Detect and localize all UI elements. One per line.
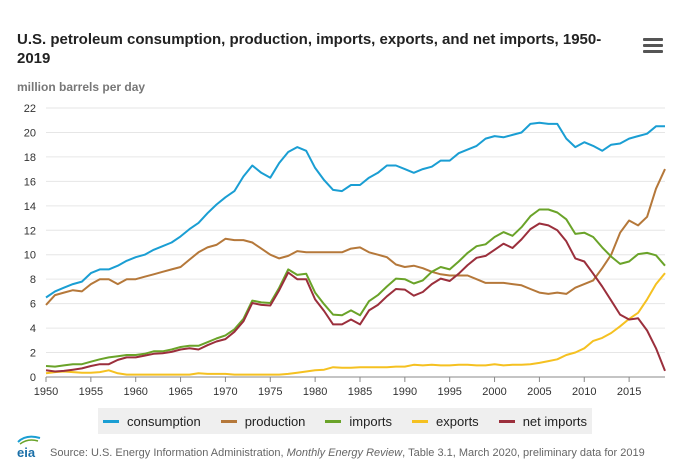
y-tick-label-2: 2 — [30, 348, 36, 360]
y-tick-label-6: 6 — [30, 299, 36, 311]
x-tick-label-1985: 1985 — [348, 386, 372, 398]
legend-item-net-imports[interactable]: net imports — [498, 413, 587, 429]
source-prefix: Source: U.S. Energy Information Administ… — [50, 447, 287, 459]
legend-label-imports: imports — [349, 413, 393, 429]
legend-label-consumption: consumption — [126, 413, 201, 429]
x-tick-label-1970: 1970 — [213, 386, 237, 398]
legend: consumption production imports exports n… — [98, 408, 592, 434]
y-tick-label-22: 22 — [24, 103, 36, 115]
legend-item-consumption[interactable]: consumption — [102, 413, 201, 429]
y-tick-label-18: 18 — [24, 152, 36, 164]
chart-title: U.S. petroleum consumption, production, … — [17, 31, 602, 67]
x-tick-label-1955: 1955 — [79, 386, 103, 398]
legend-item-production[interactable]: production — [220, 413, 306, 429]
y-tick-label-4: 4 — [30, 323, 36, 335]
x-axis-ticks: 1950 1955 1960 1965 1970 1975 1980 1985 1990 1995… — [34, 377, 641, 398]
source-suffix: , Table 3.1, March 2020, preliminary dat… — [402, 447, 645, 459]
y-tick-label-10: 10 — [24, 250, 36, 262]
y-tick-label-16: 16 — [24, 176, 36, 188]
y-axis-ticks: 0 2 4 6 8 10 12 14 16 18 20 22 — [24, 103, 36, 384]
legend-swatch-net-imports — [498, 419, 515, 423]
x-tick-label-2010: 2010 — [572, 386, 596, 398]
eia-logo-text: eia — [17, 445, 36, 460]
legend-swatch-production — [220, 419, 237, 423]
x-tick-label-1950: 1950 — [34, 386, 58, 398]
x-tick-label-2005: 2005 — [527, 386, 551, 398]
source-publication-title: Monthly Energy Review — [286, 447, 403, 459]
y-tick-label-14: 14 — [24, 201, 36, 213]
legend-swatch-imports — [325, 419, 342, 423]
x-tick-label-1960: 1960 — [123, 386, 147, 398]
y-tick-label-12: 12 — [24, 225, 36, 237]
grid-lines — [46, 107, 665, 378]
legend-label-net-imports: net imports — [522, 413, 587, 429]
hamburger-menu-icon[interactable] — [643, 38, 663, 54]
legend-label-production: production — [244, 413, 306, 429]
x-tick-label-1990: 1990 — [393, 386, 417, 398]
y-tick-label-20: 20 — [24, 127, 36, 139]
x-tick-label-2000: 2000 — [482, 386, 506, 398]
x-tick-label-1995: 1995 — [437, 386, 461, 398]
series-line-exports — [45, 272, 666, 376]
x-tick-label-1965: 1965 — [168, 386, 192, 398]
series-line-net-imports — [45, 222, 666, 373]
y-tick-label-0: 0 — [30, 372, 36, 384]
legend-item-exports[interactable]: exports — [412, 414, 479, 429]
legend-item-imports[interactable]: imports — [325, 414, 392, 429]
x-tick-label-2015: 2015 — [617, 386, 641, 398]
series-line-consumption — [45, 121, 665, 299]
legend-label-exports: exports — [436, 413, 479, 429]
series-line-production — [45, 168, 666, 306]
legend-swatch-consumption — [102, 419, 119, 423]
series-line-imports — [45, 208, 666, 368]
y-axis-unit-label: million barrels per day — [17, 80, 146, 94]
series-lines — [45, 121, 666, 376]
legend-swatch-exports — [412, 419, 429, 423]
source-note: Source: U.S. Energy Information Administ… — [50, 447, 645, 459]
x-tick-label-1980: 1980 — [303, 386, 327, 398]
y-tick-label-8: 8 — [30, 274, 36, 286]
x-tick-label-1975: 1975 — [258, 386, 282, 398]
eia-logo-icon: eia — [17, 435, 41, 460]
